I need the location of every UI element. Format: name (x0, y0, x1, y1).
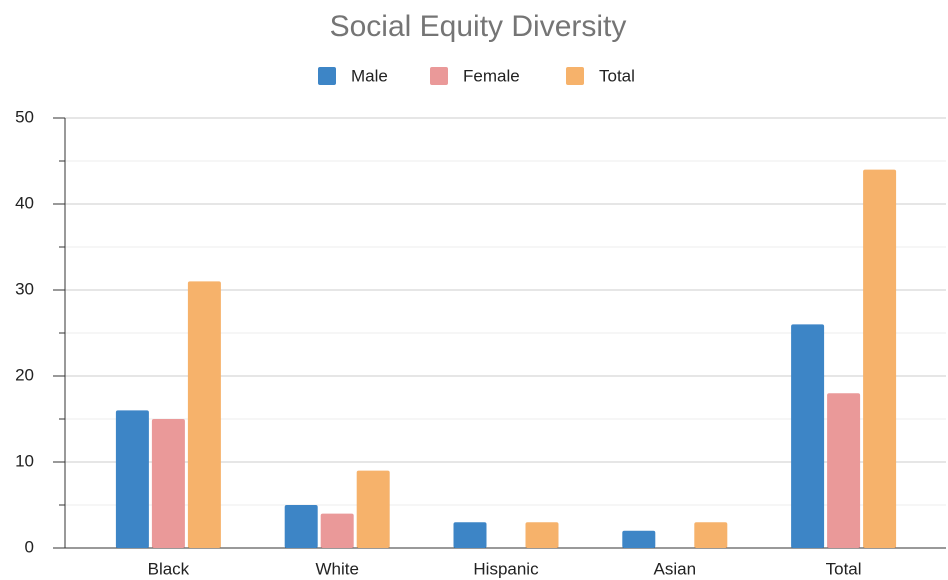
y-tick-label: 30 (15, 279, 34, 298)
x-tick-label: Total (826, 559, 862, 578)
bar (525, 522, 559, 548)
legend-swatch (430, 67, 448, 85)
x-tick-label: Asian (654, 559, 697, 578)
y-tick-label: 20 (15, 365, 34, 384)
bar (827, 393, 861, 548)
legend-swatch (566, 67, 584, 85)
y-tick-label: 10 (15, 451, 34, 470)
bar (284, 505, 318, 548)
x-tick-label: Hispanic (473, 559, 539, 578)
x-tick-label: White (315, 559, 358, 578)
bar (320, 513, 354, 548)
bar (694, 522, 728, 548)
y-tick-label: 50 (15, 107, 34, 126)
bar (115, 410, 149, 548)
legend: Male Female Total (318, 66, 635, 85)
legend-label: Total (599, 66, 635, 85)
chart-title: Social Equity Diversity (330, 10, 627, 43)
bar (863, 169, 897, 548)
y-tick-label: 0 (25, 537, 34, 556)
bar (187, 281, 221, 548)
legend-label: Male (351, 66, 388, 85)
bar (622, 530, 656, 548)
bar (151, 419, 185, 548)
legend-label: Female (463, 66, 520, 85)
bar (453, 522, 487, 548)
bar (356, 470, 390, 548)
x-tick-label: Black (148, 559, 190, 578)
bar (791, 324, 825, 548)
y-tick-label: 40 (15, 193, 34, 212)
bars (115, 169, 897, 548)
legend-swatch (318, 67, 336, 85)
